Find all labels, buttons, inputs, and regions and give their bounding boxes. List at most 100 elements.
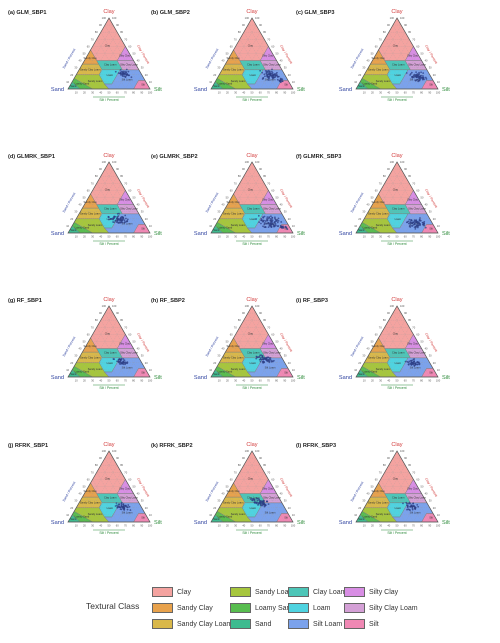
grid-line [231,341,253,378]
ternary-panel: (j) RFRK_SBP1 Clay Sandy Clay Sandy Clay Lo… [8,442,162,535]
data-point [260,219,263,222]
data-point [261,358,264,361]
tick-label: 50 [251,379,254,383]
grid-line [364,507,373,523]
tick-label: 90 [140,379,143,383]
data-point [410,222,413,224]
grid-line [380,39,410,90]
tick-label: 70 [267,325,270,329]
tick-label: 40 [387,524,390,528]
zone-label: Silty Clay [119,486,131,490]
corner-label-left: Sand [339,87,352,93]
tick-label: 10 [292,80,295,84]
zone-label: Silt [284,370,288,374]
grid-line [276,507,285,523]
tick-label: 100 [255,449,260,453]
tick-label: 70 [234,37,237,41]
grid-line [247,25,285,90]
tick-label: 50 [83,485,86,489]
legend-label: Silt Loam [313,620,343,628]
tick-label: 90 [387,311,390,315]
zone-label: Loam [395,506,402,510]
grid-line [76,218,85,234]
data-point [122,503,125,506]
legend-item-clay: Clay [152,586,191,598]
data-point [277,217,280,220]
data-point [281,78,284,81]
tick-label: 100 [112,304,117,308]
zone-label: Sandy Loam [376,367,391,371]
tick-label: 70 [124,235,127,239]
tick-label: 70 [412,37,415,41]
tick-label: 10 [437,368,440,372]
data-point [276,71,278,74]
data-point [256,499,259,502]
grid-line [223,211,236,234]
grid-line [364,25,402,90]
zone-label: Silt [141,370,145,374]
tick-label: 40 [99,379,102,383]
data-point [258,499,261,502]
data-point [409,226,412,228]
zone-label: Silty Clay Loam [263,351,281,355]
zone-label: Sandy Clay Loam [80,501,100,505]
grid-line [92,183,122,234]
tick-label: 20 [70,361,73,365]
axis-title-silt: Silt / Percent [387,242,406,246]
tick-label: 30 [362,66,365,70]
data-point [119,71,122,74]
zone-label: Silty Clay Loam [408,351,426,355]
tick-label: 30 [234,524,237,528]
tick-label: 70 [267,524,270,528]
tick-label: 10 [209,80,212,84]
data-point [253,501,256,504]
zone-label: Silty Clay Loam [408,496,426,500]
tick-label: 90 [99,23,102,27]
tick-label: 60 [230,188,233,192]
grid-line [360,225,365,234]
data-point [107,215,110,218]
data-point [262,216,264,218]
corner-label-right: Silt [154,87,162,93]
panel-title: (f) GLMRK_SBP3 [296,154,341,160]
tick-label: 60 [404,91,407,95]
data-point [262,500,265,502]
tick-label: 10 [75,235,78,239]
tick-label: 70 [412,235,415,239]
data-point [278,79,281,82]
tick-label: 20 [371,91,374,95]
zone-label: Clay [393,43,399,47]
zone-label: Silty Clay [262,53,274,57]
tick-label: 90 [259,456,262,460]
grid-line [104,313,142,378]
tick-label: 40 [280,203,283,207]
tick-label: 40 [367,492,370,496]
tick-label: 80 [383,30,386,34]
tick-label: 80 [420,91,423,95]
tick-label: 70 [91,470,94,474]
triangle-outline [210,450,294,523]
grid-line [88,53,110,90]
tick-label: 90 [140,91,143,95]
grid-line [84,493,101,523]
grid-line [72,81,77,90]
tick-label: 40 [79,492,82,496]
data-point [119,508,122,511]
tick-label: 80 [120,30,123,34]
data-point [122,70,125,73]
zone-label: Silty Clay [119,341,131,345]
grid-line [133,507,142,523]
tick-label: 70 [267,235,270,239]
data-point [253,498,255,501]
tick-label: 100 [148,379,153,383]
tick-label: 20 [358,73,361,77]
grid-line [76,362,85,378]
grid-line [223,355,236,378]
corner-label-top: Clay [246,9,257,15]
data-point [267,217,269,220]
data-point [271,222,274,225]
data-point [406,502,408,505]
tick-label: 30 [234,235,237,239]
ternary-panel: (k) RFRK_SBP2 Clay Sandy Clay Sandy Clay Lo… [151,442,305,535]
data-point [268,216,271,219]
